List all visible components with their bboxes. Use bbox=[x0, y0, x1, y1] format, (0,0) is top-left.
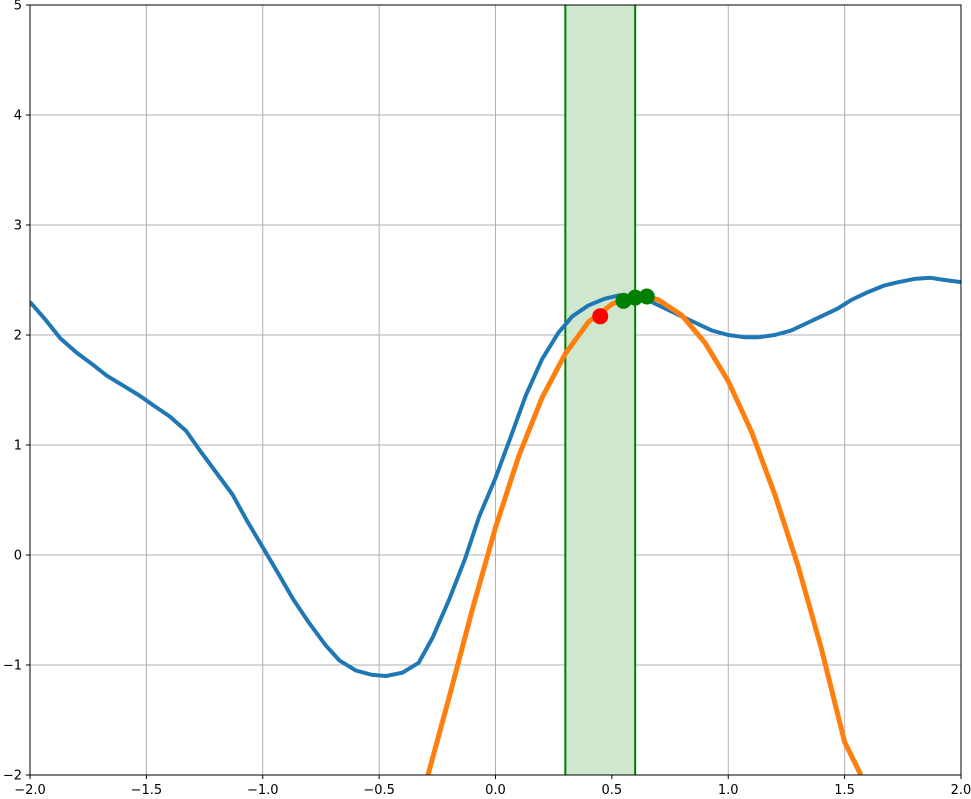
function-curve bbox=[30, 275, 961, 678]
data-series-group bbox=[30, 275, 961, 775]
x-tick-label: 0.5 bbox=[602, 783, 623, 798]
y-tick-label: 0 bbox=[14, 549, 22, 564]
x-tick-label: 1.5 bbox=[834, 783, 855, 798]
x-tick-label: −2.0 bbox=[14, 783, 46, 798]
y-tick-label: 1 bbox=[14, 439, 22, 454]
highlight-region-group bbox=[564, 5, 637, 775]
x-tick-label: 0.0 bbox=[485, 783, 506, 798]
x-tick-label: 1.0 bbox=[718, 783, 739, 798]
sample-point-marker bbox=[638, 288, 655, 305]
axis-ticks: −2.0 −1.5 −1.0 −0.5 0.0 0.5 1.0 1.5 2.0 −2 −1 0 1 2 3 4… bbox=[3, 0, 971, 798]
y-tick-label: 5 bbox=[14, 0, 22, 14]
x-tick-label: −1.0 bbox=[247, 783, 279, 798]
y-tick-label: −1 bbox=[3, 659, 22, 674]
x-tick-label: −1.5 bbox=[131, 783, 163, 798]
x-tick-label: 2.0 bbox=[951, 783, 971, 798]
highlight-region bbox=[565, 5, 636, 775]
y-tick-label: −2 bbox=[3, 769, 22, 784]
y-tick-label: 3 bbox=[14, 219, 22, 234]
y-tick-label: 4 bbox=[14, 109, 22, 124]
current-point-marker bbox=[592, 308, 609, 325]
sample-point-marker bbox=[627, 289, 644, 306]
y-tick-label: 2 bbox=[14, 329, 22, 344]
x-tick-label: −0.5 bbox=[363, 783, 395, 798]
